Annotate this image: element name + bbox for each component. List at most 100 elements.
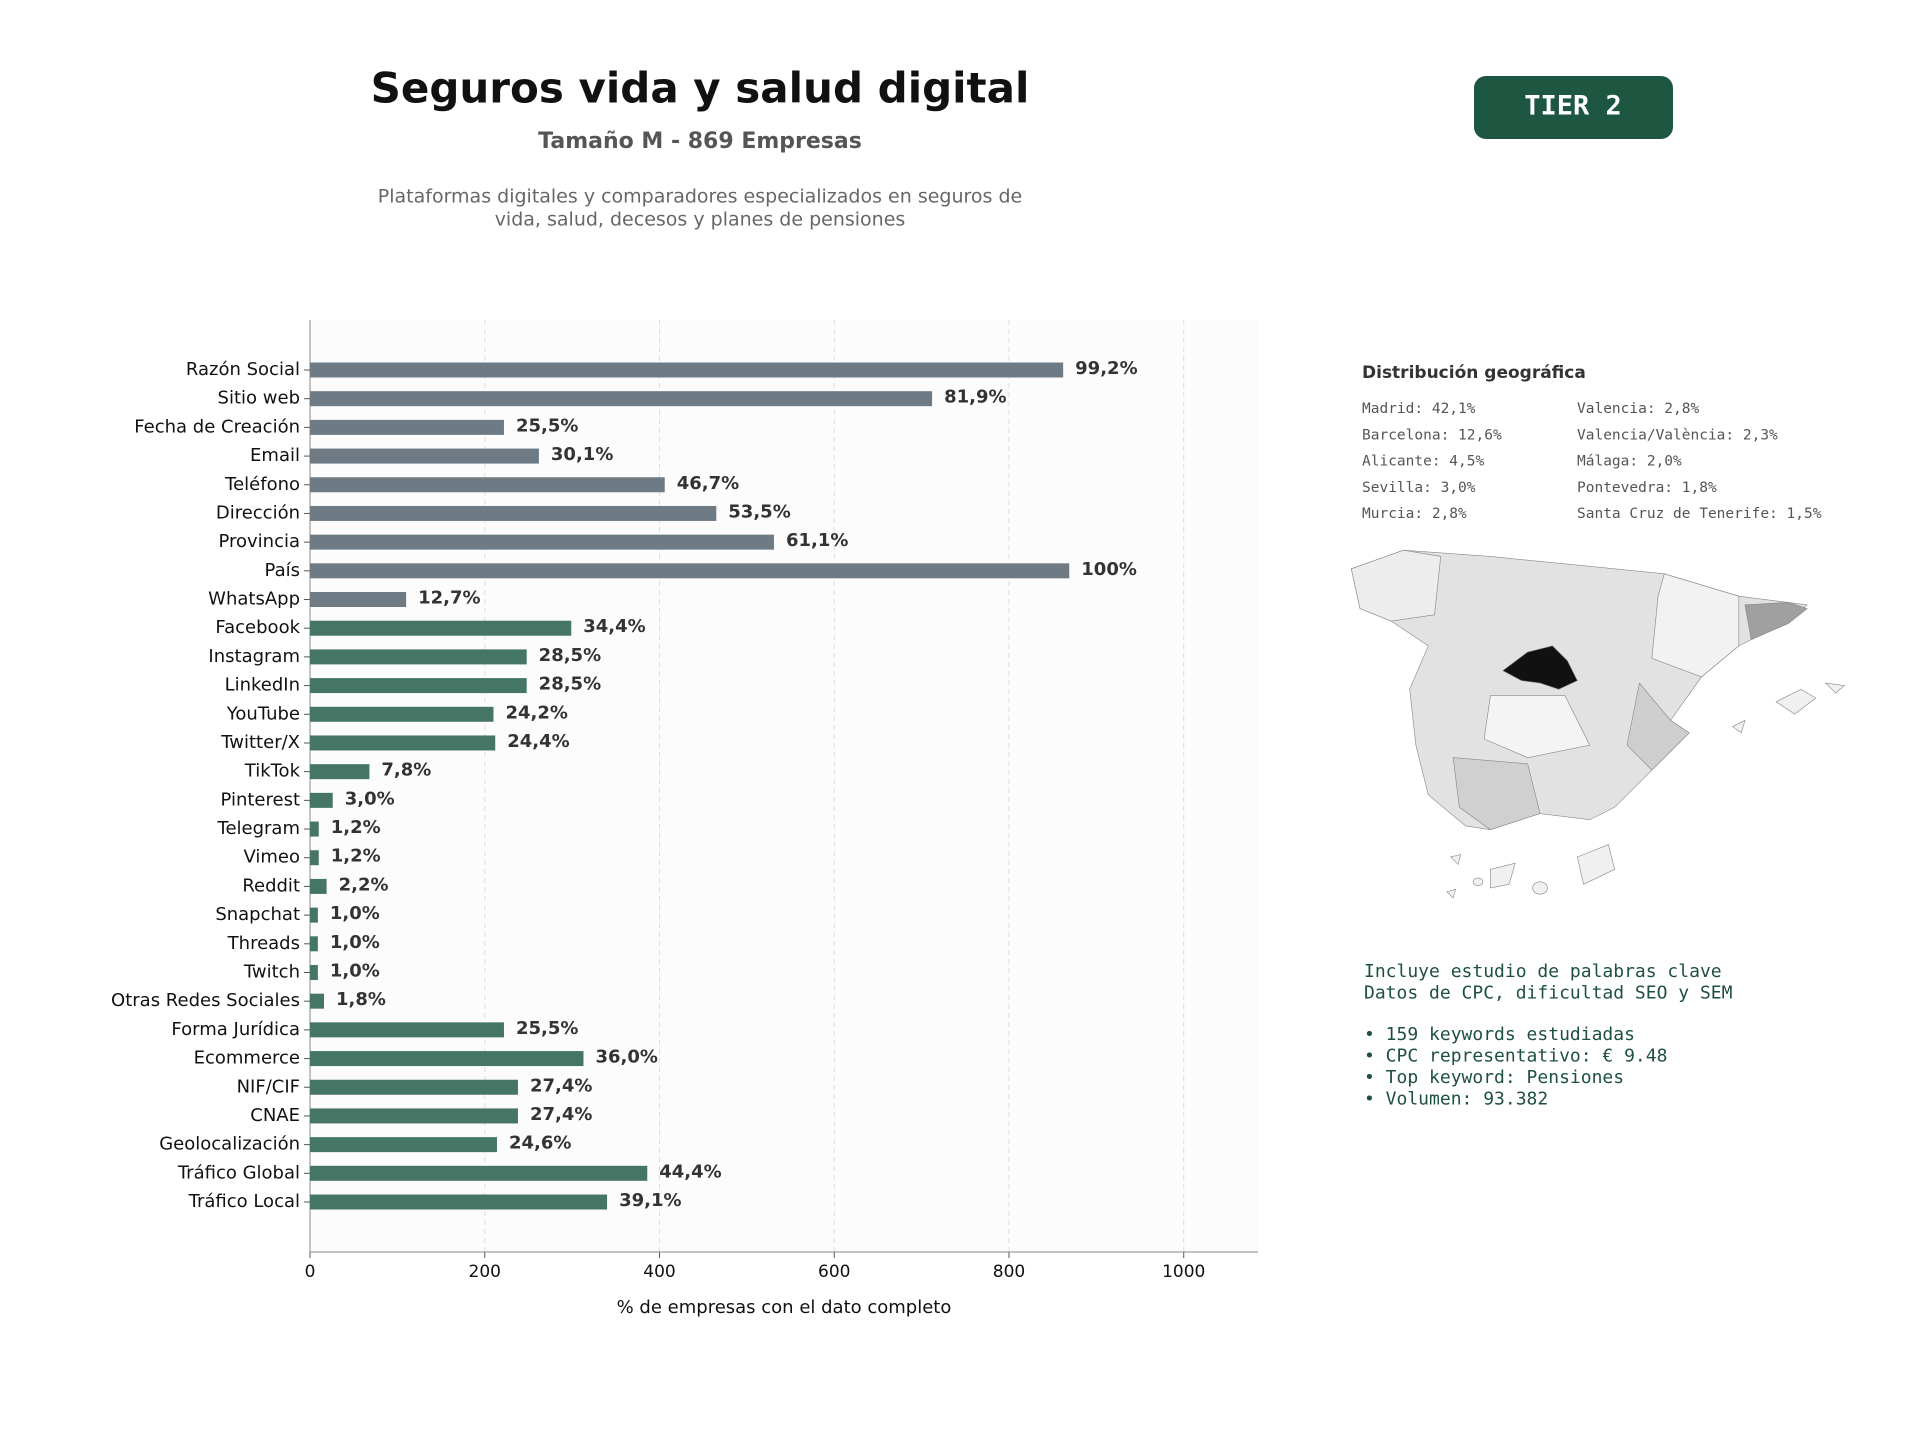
- y-tick-label: Sitio web: [218, 388, 300, 409]
- value-label: 1,0%: [330, 903, 380, 924]
- y-tick-label: Tráfico Global: [177, 1162, 300, 1183]
- bar: [310, 993, 324, 1009]
- y-tick-label: Teléfono: [224, 474, 300, 495]
- value-label: 39,1%: [619, 1190, 681, 1211]
- tier-label: TIER 2: [1524, 91, 1622, 122]
- tier-badge: [1474, 76, 1673, 139]
- bar: [310, 878, 327, 894]
- value-label: 24,4%: [507, 731, 569, 752]
- y-tick-label: Email: [250, 445, 300, 466]
- y-tick-label: Dirección: [216, 502, 300, 523]
- x-tick-label: 200: [469, 1262, 501, 1282]
- value-label: 36,0%: [595, 1047, 657, 1068]
- value-label: 61,1%: [786, 530, 848, 551]
- value-label: 53,5%: [728, 501, 790, 522]
- y-tick-label: Telegram: [217, 818, 300, 839]
- value-label: 100%: [1081, 559, 1137, 580]
- x-tick-label: 1000: [1162, 1262, 1205, 1282]
- y-tick-label: Pinterest: [220, 789, 300, 810]
- value-label: 28,5%: [539, 674, 601, 695]
- bar: [310, 907, 318, 923]
- y-tick-label: Vimeo: [243, 847, 300, 868]
- y-tick-label: CNAE: [250, 1105, 300, 1126]
- geo-item: Barcelona: 12,6%: [1362, 427, 1502, 443]
- description: Plataformas digitales y comparadores esp…: [378, 186, 1022, 208]
- bar: [310, 850, 319, 866]
- value-label: 12,7%: [418, 588, 480, 609]
- value-label: 27,4%: [530, 1075, 592, 1096]
- x-tick-label: 0: [305, 1262, 316, 1282]
- geo-title: Distribución geográfica: [1362, 363, 1586, 383]
- bar: [310, 448, 539, 464]
- y-tick-label: Razón Social: [186, 359, 300, 380]
- y-tick-label: YouTube: [226, 703, 300, 724]
- value-label: 25,5%: [516, 415, 578, 436]
- bar: [310, 505, 717, 521]
- x-tick-label: 800: [993, 1262, 1025, 1282]
- geo-item: Madrid: 42,1%: [1362, 401, 1476, 417]
- bar: [310, 964, 318, 980]
- value-label: 30,1%: [551, 444, 613, 465]
- y-tick-label: Provincia: [218, 531, 300, 552]
- bar: [310, 735, 496, 751]
- y-tick-label: NIF/CIF: [237, 1076, 300, 1097]
- y-tick-label: Snapchat: [215, 904, 300, 925]
- bar: [310, 477, 665, 493]
- bar: [310, 792, 333, 808]
- value-label: 1,2%: [331, 846, 381, 867]
- y-tick-label: Ecommerce: [194, 1048, 300, 1069]
- subtitle: Tamaño M - 869 Empresas: [538, 129, 862, 154]
- value-label: 28,5%: [539, 645, 601, 666]
- value-label: 27,4%: [530, 1104, 592, 1125]
- value-label: 25,5%: [516, 1018, 578, 1039]
- y-tick-label: Otras Redes Sociales: [111, 990, 300, 1011]
- y-tick-label: Facebook: [215, 617, 300, 638]
- y-tick-label: Twitch: [243, 961, 300, 982]
- spain-map: [1350, 549, 1846, 899]
- value-label: 1,0%: [330, 960, 380, 981]
- value-label: 24,2%: [505, 702, 567, 723]
- bar: [310, 1165, 648, 1181]
- bar: [310, 1108, 518, 1124]
- x-axis-label: % de empresas con el dato completo: [617, 1297, 952, 1318]
- geo-item: Pontevedra: 1,8%: [1577, 480, 1717, 496]
- value-label: 34,4%: [583, 616, 645, 637]
- keyword-bullet: • Top keyword: Pensiones: [1364, 1067, 1624, 1088]
- y-tick-label: WhatsApp: [208, 589, 300, 610]
- y-tick-label: País: [265, 560, 300, 581]
- bar: [310, 563, 1070, 579]
- y-tick-label: Instagram: [208, 646, 300, 667]
- y-tick-label: Threads: [227, 933, 300, 954]
- bar: [310, 764, 370, 780]
- value-label: 99,2%: [1075, 358, 1137, 379]
- value-label: 1,8%: [336, 989, 386, 1010]
- geo-item: Murcia: 2,8%: [1362, 506, 1467, 522]
- description: vida, salud, decesos y planes de pension…: [495, 209, 906, 231]
- y-tick-label: TikTok: [244, 761, 301, 782]
- title: Seguros vida y salud digital: [371, 64, 1030, 113]
- bar: [310, 1022, 504, 1038]
- bar: [310, 534, 774, 550]
- value-label: 81,9%: [944, 387, 1006, 408]
- geo-item: Sevilla: 3,0%: [1362, 480, 1476, 496]
- value-label: 44,4%: [659, 1161, 721, 1182]
- geo-item: Valencia: 2,8%: [1577, 401, 1699, 417]
- bar: [310, 1137, 497, 1153]
- bar: [310, 592, 407, 608]
- value-label: 1,0%: [330, 932, 380, 953]
- value-label: 3,0%: [345, 788, 395, 809]
- x-tick-label: 400: [643, 1262, 675, 1282]
- x-tick-label: 600: [818, 1262, 850, 1282]
- bar: [310, 419, 504, 435]
- bar: [310, 1051, 584, 1067]
- geo-item: Málaga: 2,0%: [1577, 454, 1682, 470]
- bar: [310, 936, 318, 952]
- geo-item: Alicante: 4,5%: [1362, 454, 1484, 470]
- plot-area: [310, 320, 1258, 1252]
- y-tick-label: Tráfico Local: [188, 1191, 300, 1212]
- bar: [310, 706, 494, 722]
- geo-item: Santa Cruz de Tenerife: 1,5%: [1577, 506, 1822, 522]
- value-label: 1,2%: [331, 817, 381, 838]
- bar: [310, 362, 1064, 378]
